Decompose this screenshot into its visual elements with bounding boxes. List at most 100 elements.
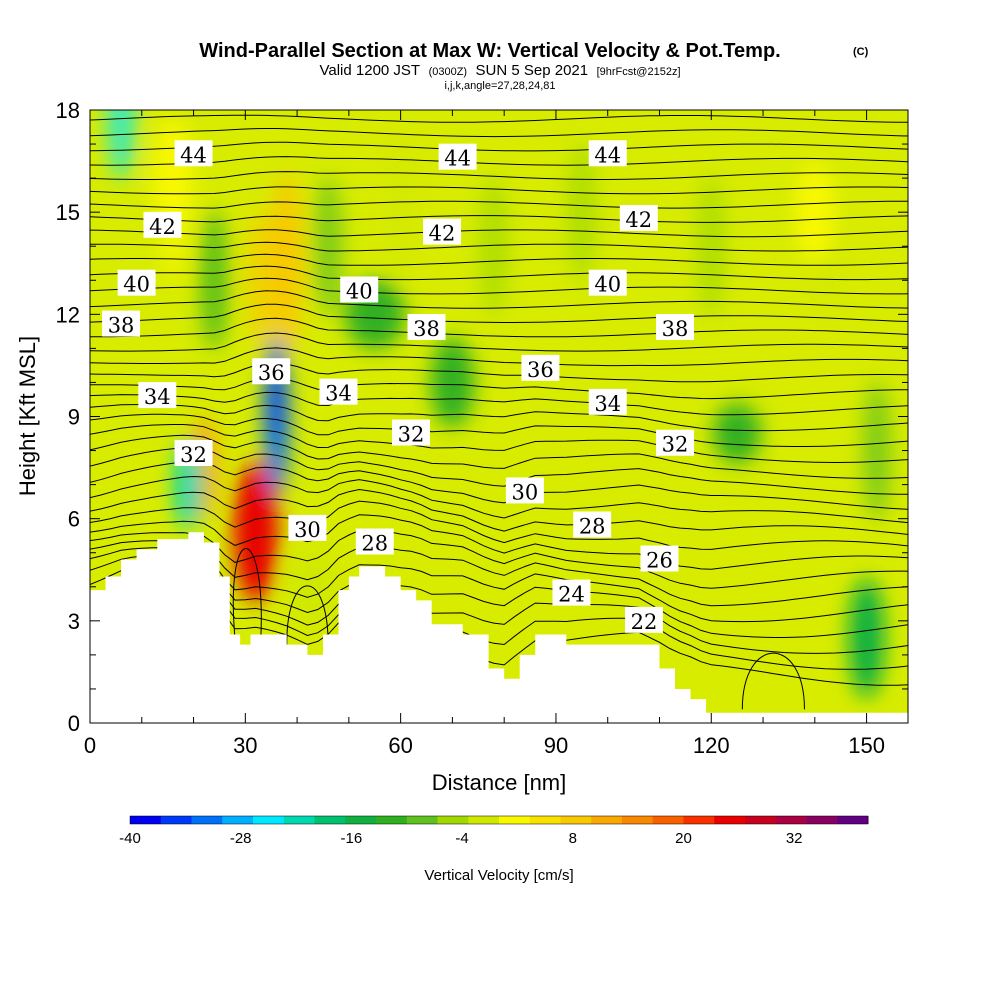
x-tick-label: 30 <box>233 733 257 758</box>
y-tick-label: 15 <box>56 200 80 225</box>
colorbar-swatch <box>253 816 285 824</box>
colorbar-swatch <box>622 816 654 824</box>
isentrope-line <box>90 514 908 570</box>
svg-text:32: 32 <box>662 433 689 457</box>
isentrope-line <box>90 171 908 180</box>
svg-text:36: 36 <box>527 358 554 382</box>
velocity-cell <box>270 173 303 354</box>
colorbar-swatch <box>283 816 315 824</box>
y-axis-label: Height [Kft MSL] <box>15 336 40 496</box>
isentrope-line <box>90 403 908 432</box>
title-copyright-mark: (C) <box>853 46 869 58</box>
isentrope-line <box>90 413 908 447</box>
y-tick-label: 12 <box>56 302 80 327</box>
valid-utc: (0300Z) <box>429 66 468 78</box>
colorbar-tick-label: -28 <box>230 830 252 847</box>
colorbar-tick-label: -4 <box>455 830 468 847</box>
isentrope-line <box>90 101 908 108</box>
x-tick-label: 150 <box>848 733 885 758</box>
velocity-cell <box>713 403 762 464</box>
svg-text:44: 44 <box>594 143 621 167</box>
svg-text:42: 42 <box>429 222 456 246</box>
colorbar-swatch <box>714 816 746 824</box>
isentrope-line <box>90 303 908 323</box>
contour-label: 24 <box>552 579 591 607</box>
isentrope-line <box>90 500 908 550</box>
isentrope-line <box>90 424 908 464</box>
chart-header: Wind-Parallel Section at Max W: Vertical… <box>199 40 868 92</box>
colorbar-swatch <box>222 816 254 824</box>
isentrope-line <box>90 529 908 589</box>
isentrope-line <box>90 317 908 338</box>
colorbar-tick-label: 32 <box>786 830 803 847</box>
isentrope-line <box>90 347 908 367</box>
y-tick-label: 6 <box>68 507 80 532</box>
velocity-streak <box>697 176 726 317</box>
velocity-cell <box>794 162 835 263</box>
contour-label: 42 <box>619 204 658 232</box>
colorbar-swatch <box>345 816 377 824</box>
velocity-streak <box>107 110 136 180</box>
isentrope-line <box>90 460 908 510</box>
colorbar-swatch <box>160 816 192 824</box>
colorbar-swatch <box>837 816 869 824</box>
x-tick-label: 120 <box>693 733 730 758</box>
plot-area <box>90 101 908 723</box>
isentrope-line <box>90 290 908 309</box>
contour-label: 28 <box>355 528 394 556</box>
svg-text:28: 28 <box>579 514 606 538</box>
y-tick-label: 0 <box>68 711 80 736</box>
colorbar-swatch <box>406 816 438 824</box>
contour-label: 44 <box>174 140 213 167</box>
colorbar-tick-label: -40 <box>119 830 141 847</box>
contour-label: 38 <box>102 310 141 338</box>
isentrope-loop <box>286 585 329 645</box>
velocity-cell <box>288 546 337 627</box>
contour-label: 34 <box>588 388 627 416</box>
isentrope-line <box>90 215 908 223</box>
isentrope-line <box>90 332 908 352</box>
colorbar-swatch <box>683 816 715 824</box>
contour-label: 36 <box>521 354 560 382</box>
isentrope-line <box>90 241 908 252</box>
valid-date: SUN 5 Sep 2021 <box>476 62 589 79</box>
svg-text:38: 38 <box>662 317 689 341</box>
colorbar-swatch <box>437 816 469 824</box>
vertical-velocity-field <box>107 110 891 698</box>
svg-text:38: 38 <box>108 314 135 338</box>
colorbar-swatch <box>468 816 500 824</box>
chart-subtitle: Valid 1200 JST (0300Z) SUN 5 Sep 2021 [9… <box>319 62 680 79</box>
contour-labels: 44 44 44 42 42 42 40 40 40 38 38 38 36 36 34 34 34 32 32 32… <box>102 140 695 634</box>
isentrope-line <box>90 377 908 400</box>
svg-text:44: 44 <box>180 143 207 167</box>
isentrope-line <box>90 186 908 195</box>
colorbar-swatch <box>130 816 162 824</box>
isentrope-line <box>90 265 908 281</box>
terrain-mask <box>90 532 908 723</box>
updraft-core <box>247 497 264 554</box>
isentrope-loop <box>232 548 262 638</box>
contour-label: 38 <box>407 313 446 341</box>
valid-time: Valid 1200 JST <box>319 62 420 79</box>
isentrope-line <box>90 391 908 416</box>
isentrope-line <box>90 447 908 495</box>
contour-label: 42 <box>143 211 182 239</box>
svg-text:38: 38 <box>413 317 440 341</box>
x-tick-label: 60 <box>388 733 412 758</box>
svg-text:30: 30 <box>512 480 539 504</box>
velocity-streak <box>862 380 891 521</box>
isentrope-line <box>90 488 908 535</box>
contour-label: 42 <box>423 218 462 246</box>
isentrope-line <box>90 253 908 266</box>
colorbar-swatch <box>806 816 838 824</box>
contour-label: 32 <box>656 429 695 457</box>
contour-label: 40 <box>117 269 156 297</box>
contour-label: 26 <box>640 545 679 573</box>
colorbar: -40 -28 -16 -4 8 20 32 <box>119 815 869 847</box>
colorbar-swatch <box>376 816 408 824</box>
contour-label: 22 <box>624 606 663 634</box>
svg-text:40: 40 <box>123 273 150 297</box>
contour-label: 34 <box>319 378 358 406</box>
